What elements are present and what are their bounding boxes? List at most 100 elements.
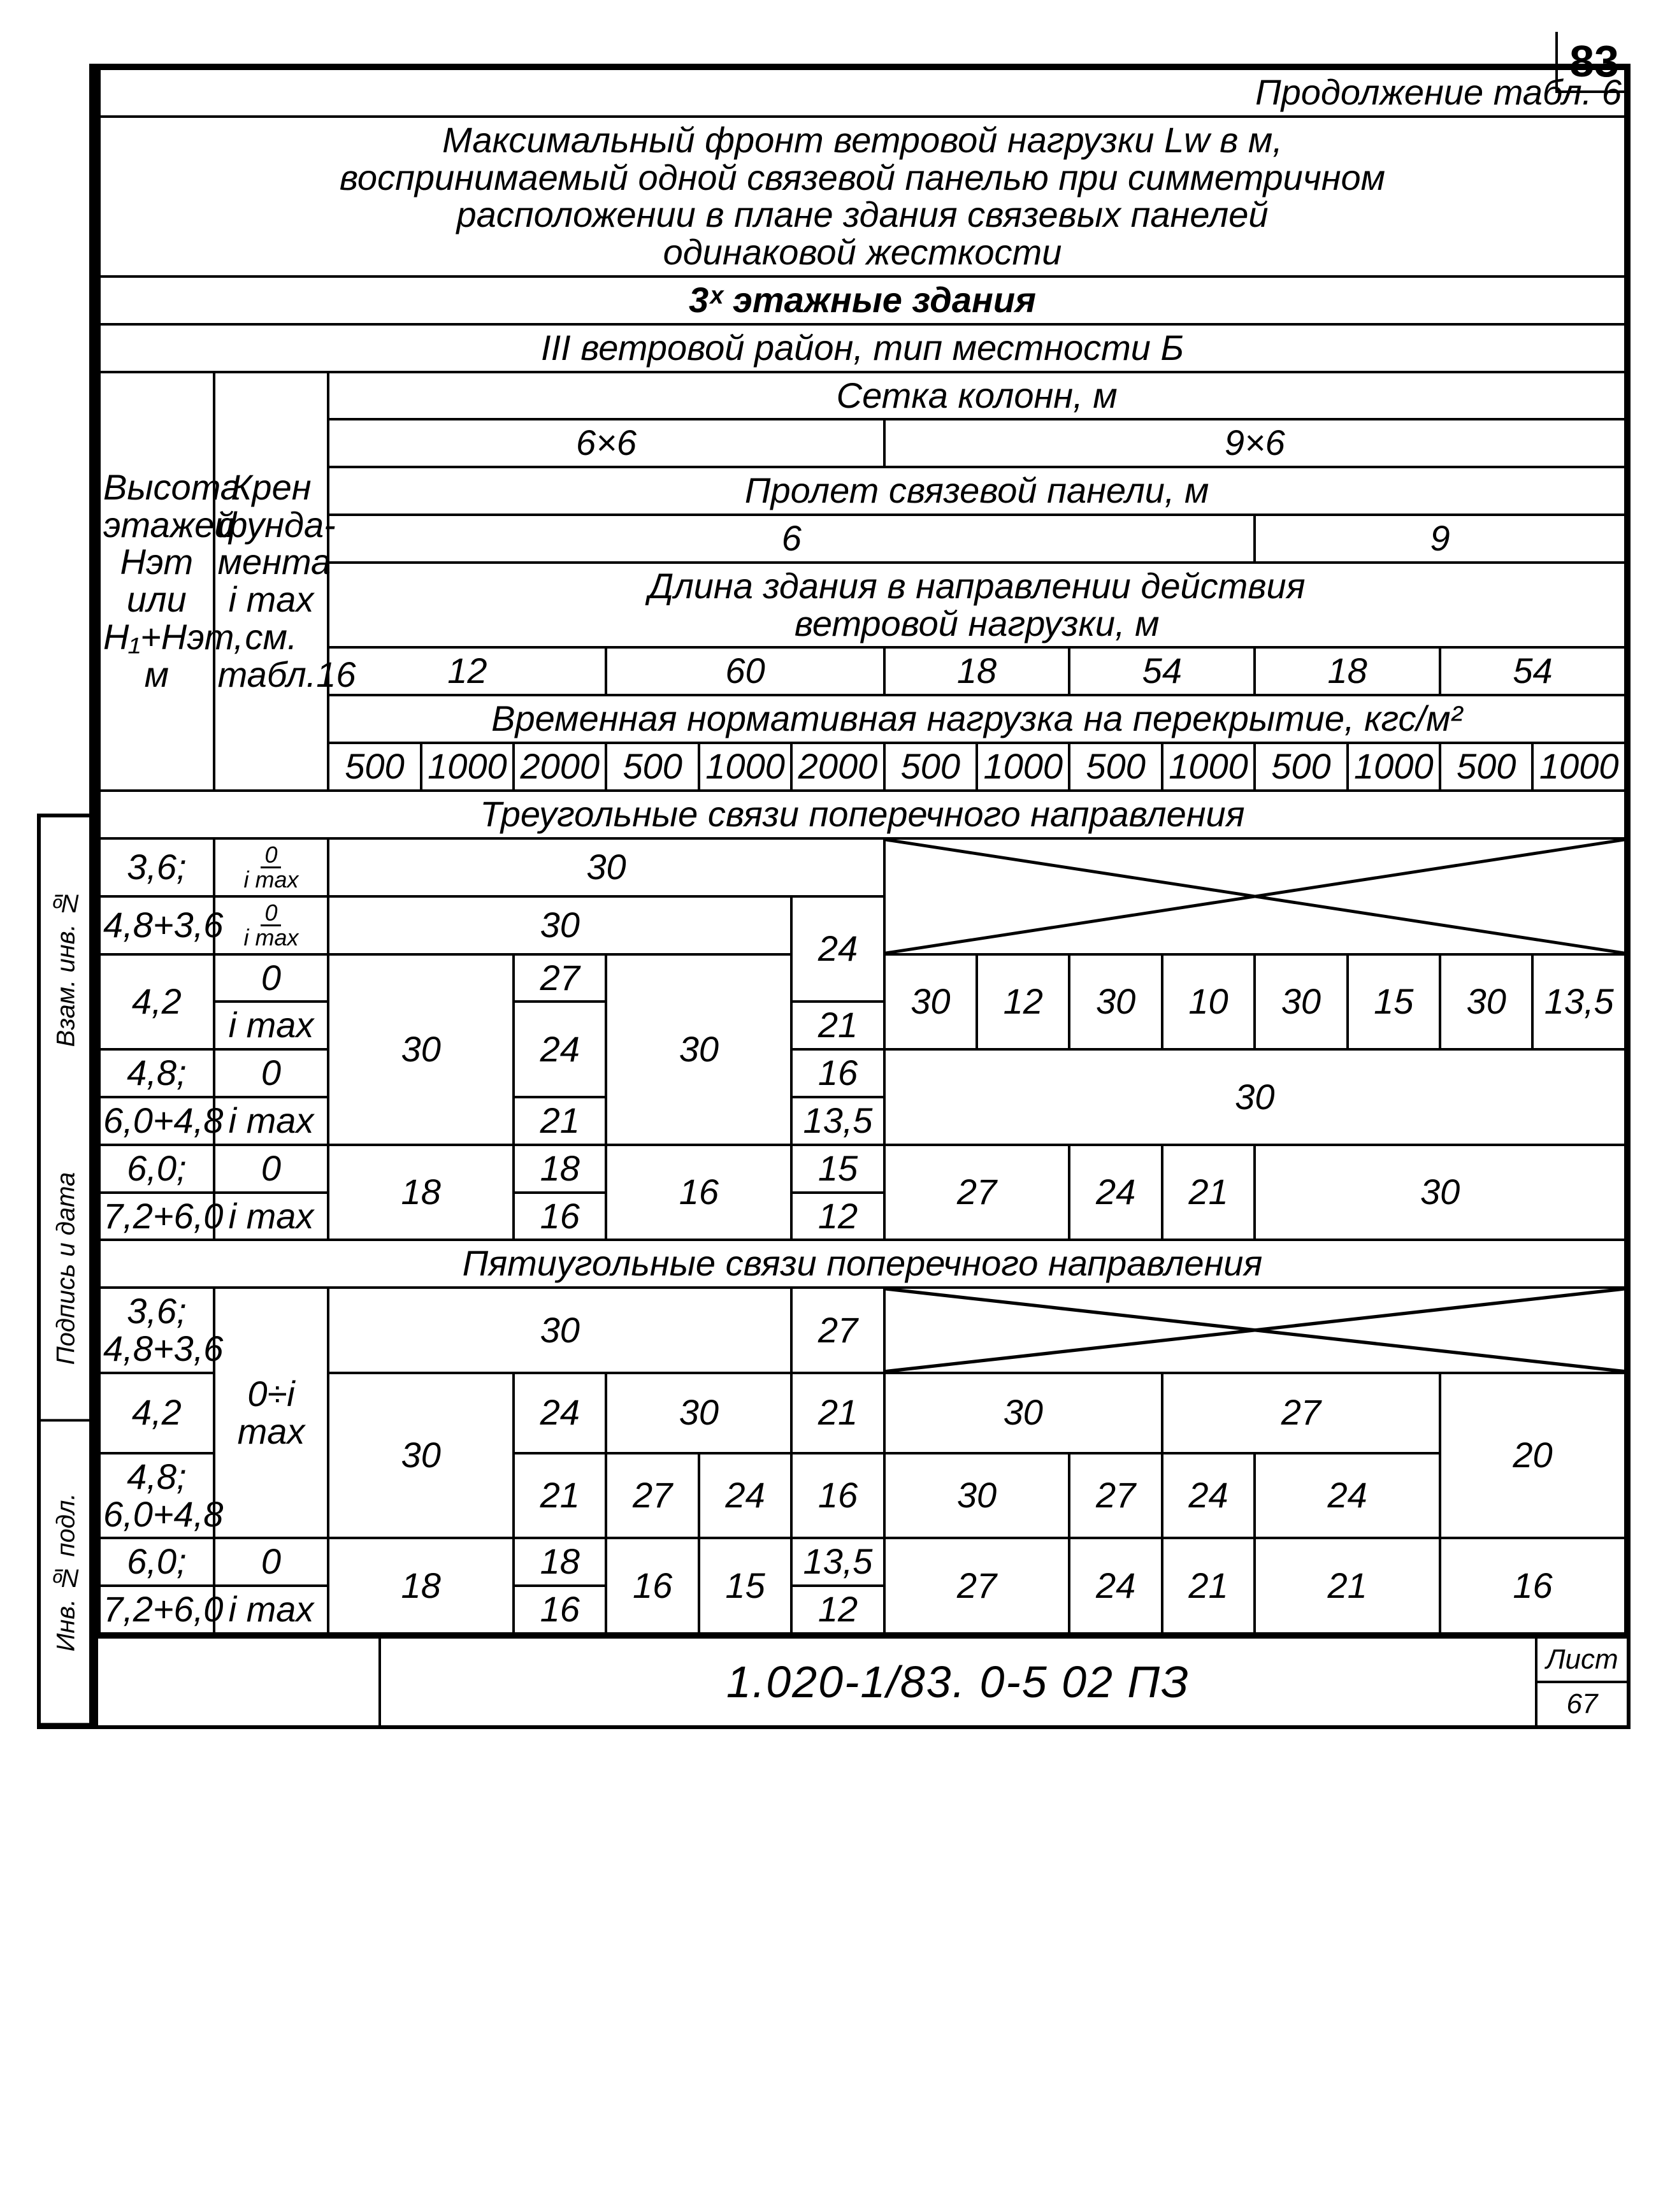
h-val: 7,2+6,0 <box>99 1193 214 1240</box>
cell: 18 <box>328 1538 514 1634</box>
cell: 16 <box>791 1049 884 1097</box>
cell: 18 <box>328 1145 514 1240</box>
drawing-frame: Инв. № подл. Подпись и дата Взам. инв. №… <box>89 64 1631 1729</box>
t: i max <box>218 581 325 619</box>
t: 6,0+4,8 <box>103 1496 210 1533</box>
sheet-box: Лист 67 <box>1537 1639 1627 1725</box>
h-val: 4,8; 6,0+4,8 <box>99 1453 214 1539</box>
t: 4,8; <box>103 1458 210 1496</box>
cell: 13,5 <box>791 1538 884 1586</box>
len-val: 12 <box>328 647 606 695</box>
wind-region-subtitle: III ветровой район, тип местности Б <box>99 324 1625 372</box>
table-continuation: Продолжение табл. 6 <box>99 69 1625 117</box>
cell: 20 <box>1440 1373 1625 1539</box>
cell: 24 <box>1255 1453 1440 1539</box>
not-applicable-cell <box>884 1288 1625 1373</box>
tilt-val: i max <box>214 1002 329 1049</box>
cell: 13,5 <box>791 1097 884 1145</box>
cell: 24 <box>699 1453 791 1539</box>
cell: 24 <box>1162 1453 1255 1539</box>
load-val: 500 <box>1255 743 1347 791</box>
load-val: 1000 <box>1348 743 1440 791</box>
cell: 27 <box>884 1538 1070 1634</box>
cell: 24 <box>514 1373 606 1453</box>
t: 0 <box>261 844 281 868</box>
frac-0-imax: 0 i max <box>240 901 302 949</box>
len-val: 18 <box>884 647 1070 695</box>
t: i max <box>240 926 302 949</box>
t: мента <box>218 543 325 581</box>
cell: 21 <box>1162 1538 1255 1634</box>
tilt-val: 0 <box>214 1538 329 1586</box>
cell: 30 <box>1069 954 1162 1050</box>
cell: 24 <box>514 1002 606 1097</box>
len-val: 54 <box>1069 647 1255 695</box>
cell: 30 <box>606 1373 791 1453</box>
len-val: 54 <box>1440 647 1625 695</box>
tilt-val: i max <box>214 1193 329 1240</box>
h-val: 6,0+4,8 <box>99 1097 214 1145</box>
title-block-side-strip: Инв. № подл. Подпись и дата Взам. инв. № <box>37 814 92 1729</box>
grid-header: Сетка колонн, м <box>328 372 1625 420</box>
cell: 30 <box>1255 1145 1625 1240</box>
load-val: 500 <box>606 743 698 791</box>
cell: 16 <box>606 1145 791 1240</box>
tilt-val: 0 <box>214 1049 329 1097</box>
load-val: 1000 <box>977 743 1069 791</box>
cell: 30 <box>328 1373 514 1539</box>
t: H₁+Hэт, <box>103 619 210 656</box>
t: фунда- <box>218 506 325 544</box>
cell: 21 <box>791 1373 884 1453</box>
cell: 13,5 <box>1532 954 1625 1050</box>
col-header-height: Высота этажей Hэт или H₁+Hэт, м <box>99 372 214 791</box>
cell: 15 <box>699 1538 791 1634</box>
cell: 10 <box>1162 954 1255 1050</box>
cell: 27 <box>514 954 606 1002</box>
t: табл.16 <box>218 656 325 694</box>
t: Длина здания в направлении действия <box>332 568 1622 605</box>
cell: 21 <box>1255 1538 1440 1634</box>
cell: 30 <box>884 1049 1625 1145</box>
span-6: 6 <box>328 515 1255 563</box>
cell: 30 <box>328 896 791 954</box>
cell: 27 <box>884 1145 1070 1240</box>
t: Высота <box>103 469 210 506</box>
cell: 21 <box>791 1002 884 1049</box>
t: i max <box>240 868 302 891</box>
h-val: 6,0; <box>99 1145 214 1193</box>
cell: 30 <box>884 1453 1070 1539</box>
h-val: 3,6; <box>99 838 214 896</box>
t: или <box>103 581 210 619</box>
load-val: 1000 <box>699 743 791 791</box>
cell: 24 <box>791 896 884 1002</box>
footer-stub <box>98 1639 381 1725</box>
h-val: 3,6; 4,8+3,6 <box>99 1288 214 1373</box>
cell: 24 <box>1069 1538 1162 1634</box>
cell: 21 <box>514 1453 606 1539</box>
t: м <box>103 656 210 694</box>
load-val: 500 <box>1069 743 1162 791</box>
cell: 16 <box>606 1538 698 1634</box>
cell: 21 <box>1162 1145 1255 1240</box>
tilt-val: 0÷i max <box>214 1288 329 1538</box>
load-val: 1000 <box>1532 743 1625 791</box>
cell: 16 <box>791 1453 884 1539</box>
cell: 30 <box>328 954 514 1145</box>
load-val: 500 <box>1440 743 1532 791</box>
cell: 27 <box>791 1288 884 1373</box>
cell: 27 <box>1069 1453 1162 1539</box>
section-pentagonal: Пятиугольные связи поперечного направлен… <box>99 1240 1625 1288</box>
tilt-val: i max <box>214 1097 329 1145</box>
cell: 30 <box>328 838 884 896</box>
cell: 27 <box>606 1453 698 1539</box>
cell: 30 <box>884 1373 1162 1453</box>
cell: 30 <box>328 1288 791 1373</box>
h-val: 4,2 <box>99 954 214 1050</box>
len-val: 18 <box>1255 647 1440 695</box>
h-val: 4,8+3,6 <box>99 896 214 954</box>
not-applicable-cell <box>884 838 1625 954</box>
title-line: воспринимаемый одной связевой панелью пр… <box>103 159 1622 197</box>
load-val: 2000 <box>791 743 884 791</box>
span-9: 9 <box>1255 515 1625 563</box>
h-val: 6,0; <box>99 1538 214 1586</box>
